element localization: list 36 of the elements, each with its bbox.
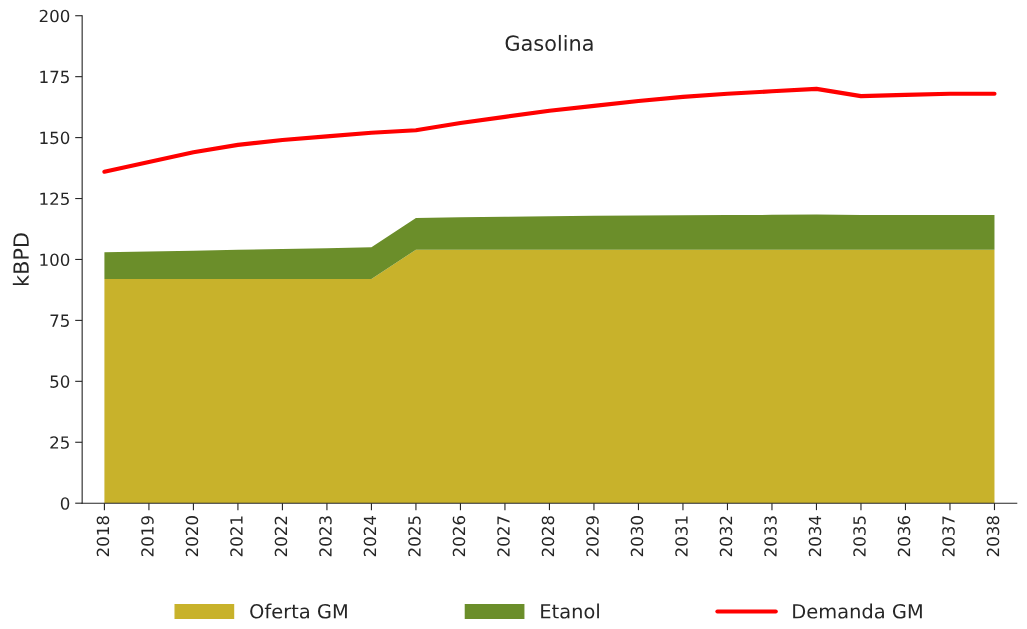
y-axis-title: kBPD — [12, 233, 29, 286]
x-tick-label: 2023 — [319, 516, 332, 557]
y-tick-label: 25 — [50, 436, 69, 449]
x-tick-label: 2024 — [363, 515, 377, 557]
x-tick-label: 2028 — [541, 516, 555, 557]
x-tick-label: 2021 — [230, 516, 243, 557]
line-series — [102, 86, 997, 174]
legend-label: Oferta GM — [250, 603, 347, 619]
x-tick-label: 2034 — [808, 515, 822, 557]
legend-label: Demanda GM — [793, 603, 922, 619]
x-tick-label: 2025 — [408, 516, 421, 557]
x-tick-label: 2027 — [497, 516, 510, 557]
x-tick-label: 2038 — [986, 516, 1000, 557]
x-tick-label: 2035 — [853, 516, 866, 557]
x-tick-label: 2026 — [452, 516, 466, 557]
legend-label: Etanol — [541, 603, 599, 619]
y-tick-label: 175 — [40, 70, 69, 84]
x-tick-label: 2031 — [675, 516, 688, 557]
y-tick-label: 150 — [40, 131, 70, 145]
x-tick-label: 2022 — [274, 516, 288, 557]
y-tick-label: 0 — [60, 497, 70, 510]
x-tick-label: 2029 — [586, 516, 599, 557]
x-tick-label: 2019 — [141, 516, 154, 557]
x-tick-label: 2036 — [897, 516, 911, 557]
y-tick-label: 125 — [40, 192, 69, 206]
y-tick-label: 75 — [50, 314, 69, 327]
x-tick-label: 2020 — [185, 516, 199, 557]
x-tick-label: 2030 — [630, 516, 644, 557]
x-tick-label: 2033 — [764, 516, 777, 557]
x-tick-label: 2032 — [719, 516, 733, 557]
y-tick-label: 200 — [39, 9, 70, 23]
y-tick-label: 100 — [40, 253, 70, 267]
x-tick-label: 2018 — [96, 516, 110, 557]
y-tick-label: 50 — [50, 375, 70, 388]
x-tick-label: 2037 — [942, 516, 955, 557]
text: Gasolina — [505, 34, 593, 52]
